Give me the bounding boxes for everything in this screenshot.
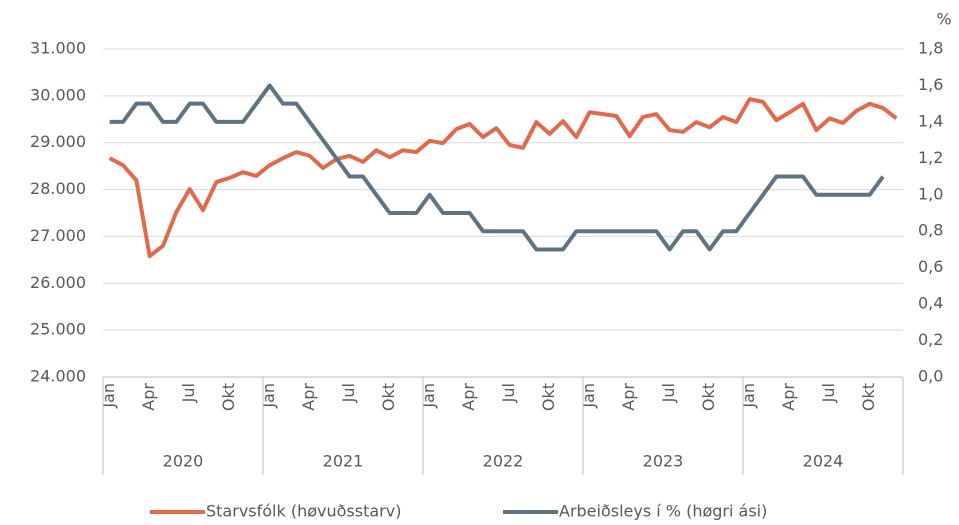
y2-tick-label: 0,0 — [918, 367, 943, 386]
y2-tick-label: 1,0 — [918, 184, 943, 203]
x-tick-label: Jul — [339, 383, 358, 403]
legend-label: Starvsfólk (høvuðsstarv) — [206, 502, 401, 521]
y-tick-label: 26.000 — [30, 273, 86, 292]
y-tick-label: 31.000 — [30, 39, 86, 58]
y-tick-label: 29.000 — [30, 132, 86, 151]
x-tick-label: Jan — [419, 383, 438, 409]
group-label: 2020 — [163, 452, 204, 471]
x-tick-label: Okt — [379, 383, 398, 411]
legend-label: Arbeiðsleys í % (høgri ási) — [559, 502, 767, 521]
y-tick-label: 30.000 — [30, 85, 86, 104]
y2-tick-label: 1,2 — [918, 148, 943, 167]
x-tick-label: Jul — [819, 383, 838, 403]
y2-tick-label: 1,8 — [918, 39, 943, 58]
x-tick-label: Apr — [139, 383, 158, 411]
y-tick-label: 25.000 — [30, 320, 86, 339]
group-label: 2023 — [643, 452, 684, 471]
x-tick-label: Okt — [539, 383, 558, 411]
y-tick-label: 27.000 — [30, 226, 86, 245]
x-tick-label: Apr — [299, 383, 318, 411]
group-label: 2021 — [323, 452, 364, 471]
y2-tick-label: 0,8 — [918, 221, 943, 240]
y2-tick-label: 0,4 — [918, 294, 943, 313]
y2-tick-label: 1,4 — [918, 111, 943, 130]
x-tick-label: Okt — [219, 383, 238, 411]
x-tick-label: Jan — [739, 383, 758, 409]
y2-tick-label: 0,2 — [918, 330, 943, 349]
y-tick-label: 28.000 — [30, 179, 86, 198]
x-tick-label: Jan — [579, 383, 598, 409]
y2-unit: % — [936, 10, 951, 29]
x-tick-label: Apr — [459, 383, 478, 411]
x-tick-label: Jul — [179, 383, 198, 403]
x-tick-label: Jul — [659, 383, 678, 403]
y2-tick-label: 1,6 — [918, 75, 943, 94]
series-line — [108, 97, 898, 259]
x-tick-label: Jan — [99, 383, 118, 409]
series-line — [109, 83, 885, 252]
x-tick-label: Okt — [699, 383, 718, 411]
x-tick-label: Apr — [779, 383, 798, 411]
y-tick-label: 24.000 — [30, 367, 86, 386]
x-tick-label: Okt — [859, 383, 878, 411]
group-label: 2024 — [803, 452, 844, 471]
x-tick-label: Jan — [259, 383, 278, 409]
x-tick-label: Jul — [499, 383, 518, 403]
x-tick-label: Apr — [619, 383, 638, 411]
y2-tick-label: 0,6 — [918, 257, 943, 276]
group-label: 2022 — [483, 452, 524, 471]
